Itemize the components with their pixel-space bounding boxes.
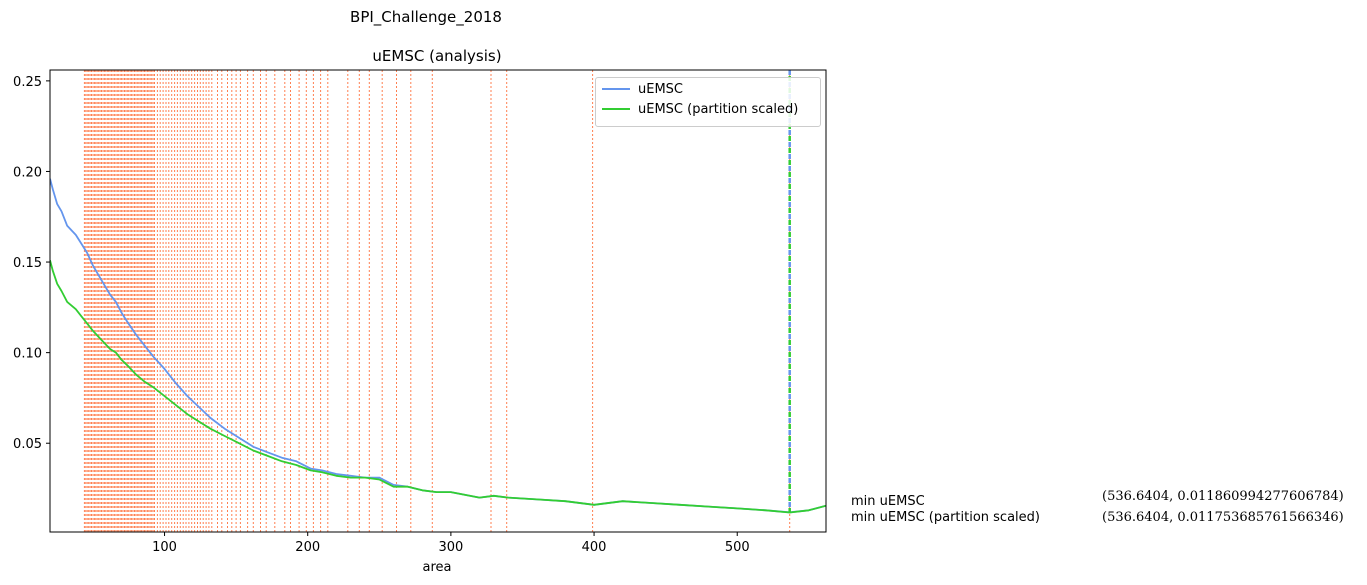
x-tick-label-2: 300 bbox=[438, 540, 463, 555]
y-tick-label-4: 0.25 bbox=[13, 75, 42, 90]
x-tick-label-0: 100 bbox=[152, 540, 177, 555]
legend-item-uemsc-scaled: uEMSC (partition scaled) bbox=[602, 102, 798, 120]
y-tick-label-2: 0.15 bbox=[13, 256, 42, 271]
x-tick-label-1: 200 bbox=[295, 540, 320, 555]
x-tick-label-3: 400 bbox=[582, 540, 607, 555]
x-axis-ticks: 100 200 300 400 500 bbox=[152, 532, 750, 555]
chart-title: uEMSC (analysis) bbox=[372, 47, 502, 65]
figure-suptitle: BPI_Challenge_2018 bbox=[350, 8, 502, 26]
chart-legend: uEMSC uEMSC (partition scaled) bbox=[595, 77, 821, 127]
y-tick-label-1: 0.10 bbox=[13, 347, 42, 362]
legend-item-uemsc: uEMSC bbox=[602, 82, 683, 100]
min-uemsc-value: (536.6404, 0.011860994277606784) bbox=[1102, 489, 1344, 504]
legend-swatch-uemsc-scaled bbox=[602, 107, 630, 110]
legend-label-uemsc: uEMSC bbox=[638, 82, 683, 97]
min-uemsc-label: min uEMSC bbox=[851, 494, 925, 509]
vertical-marker-lines bbox=[83, 70, 791, 532]
y-axis-ticks: 0.05 0.10 0.15 0.20 0.25 bbox=[13, 75, 50, 452]
min-uemsc-scaled-label: min uEMSC (partition scaled) bbox=[851, 510, 1040, 525]
plot-area-frame bbox=[49, 69, 827, 533]
y-tick-label-3: 0.20 bbox=[13, 165, 42, 180]
min-uemsc-scaled-value: (536.6404, 0.011753685761566346) bbox=[1102, 510, 1344, 525]
series-lines bbox=[50, 178, 826, 514]
legend-label-uemsc-scaled: uEMSC (partition scaled) bbox=[638, 102, 799, 117]
x-axis-label: area bbox=[422, 560, 452, 575]
legend-swatch-uemsc bbox=[602, 87, 630, 90]
y-tick-label-0: 0.05 bbox=[13, 437, 42, 452]
x-tick-label-4: 500 bbox=[725, 540, 750, 555]
series-line-1 bbox=[50, 259, 826, 514]
